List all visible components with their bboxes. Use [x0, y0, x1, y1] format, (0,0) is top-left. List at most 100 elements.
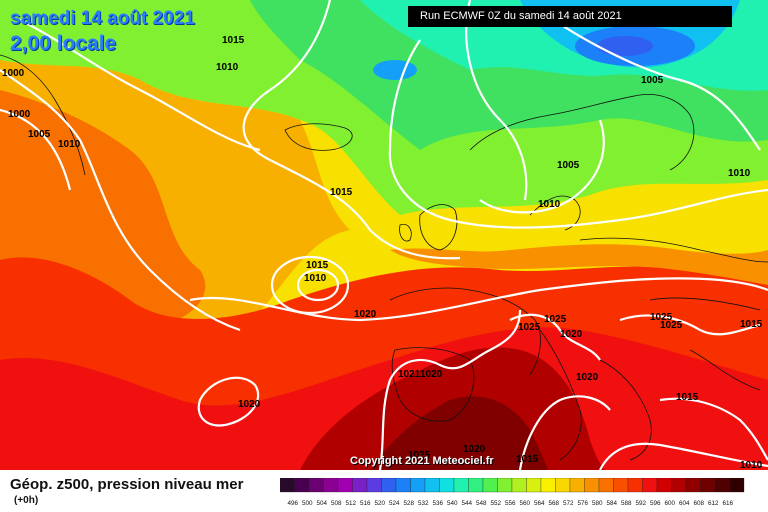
colorbar-tick-label: 504	[317, 500, 328, 507]
colorbar-swatch	[308, 478, 324, 493]
colorbar-swatch	[482, 478, 498, 493]
colorbar-swatch	[685, 478, 701, 493]
colorbar-swatch	[395, 478, 411, 493]
colorbar-swatch	[598, 478, 614, 493]
colorbar-tick-label: 592	[636, 500, 647, 507]
colorbar-swatch	[424, 478, 440, 493]
colorbar-tick-label: 496	[288, 500, 299, 507]
colorbar-tick-label: 512	[346, 500, 357, 507]
geopotential-map: 1015 1010 1000 1000 1005 1010 1015 1015 …	[0, 0, 768, 470]
colorbar-swatch	[323, 478, 339, 493]
isobar-label: 1025	[518, 322, 541, 333]
colorbar-tick-label: 516	[360, 500, 371, 507]
colorbar-tick-label: 560	[520, 500, 531, 507]
isobar-label: 1015	[676, 392, 699, 403]
colorbar-swatch	[627, 478, 643, 493]
colorbar-swatch	[410, 478, 426, 493]
colorbar-tick-label: 524	[389, 500, 400, 507]
colorbar-labels: 496 500 504 508 512 516 520 524 528 532 536 540 544 5…	[288, 500, 734, 507]
isobar-label: 1020	[576, 372, 599, 383]
colorbar-swatch	[468, 478, 484, 493]
colorbar-tick-label: 528	[404, 500, 415, 507]
isobar-label: 1025	[544, 314, 567, 325]
colorbar-tick-label: 616	[723, 500, 734, 507]
coastlines	[0, 54, 768, 461]
colorbar-tick-label: 540	[447, 500, 458, 507]
colorbar-tick-label: 520	[375, 500, 386, 507]
colorbar-tick-label: 612	[708, 500, 719, 507]
colorbar-swatch	[700, 478, 716, 493]
colorbar-tick-label: 600	[665, 500, 676, 507]
colorbar-tick-label: 532	[418, 500, 429, 507]
isobar-label: 1015	[330, 187, 353, 198]
isobar-label: 1010	[728, 168, 751, 179]
colorbar-legend: 496 500 504 508 512 516 520 524 528 532 536 540 544 5…	[280, 478, 745, 507]
colorbar-tick-label: 552	[491, 500, 502, 507]
colorbar-swatch	[613, 478, 629, 493]
isobar-label: 1010	[740, 460, 763, 470]
colorbar-tick-label: 564	[534, 500, 545, 507]
isobar-label: 1000	[2, 68, 25, 79]
colorbar-tick-label: 588	[621, 500, 632, 507]
isobar-label: 1000	[8, 109, 31, 120]
product-title: Géop. z500, pression niveau mer	[10, 476, 244, 493]
colorbar-tick-label: 584	[607, 500, 618, 507]
isobar-label: 1020	[420, 369, 443, 380]
map-date-title: samedi 14 août 2021	[10, 8, 195, 29]
isobar-label: 1010	[216, 62, 239, 73]
isobar-label: 1020	[354, 309, 377, 320]
isobar-label: 1025	[650, 312, 673, 323]
isobar-label: 1025	[408, 450, 431, 461]
colorbar-swatch	[366, 478, 382, 493]
colorbar-swatch	[511, 478, 527, 493]
isobar-label: 1015	[306, 260, 329, 271]
colorbar-tick-label: 608	[694, 500, 705, 507]
colorbar-swatch	[497, 478, 513, 493]
colorbar-tick-label: 544	[462, 500, 473, 507]
colorbar-tick-label: 568	[549, 500, 560, 507]
colorbar-swatch	[453, 478, 469, 493]
colorbar-tick-label: 576	[578, 500, 589, 507]
colorbar-tick-label: 596	[650, 500, 661, 507]
colorbar-swatch	[439, 478, 455, 493]
isobar-label: 1020	[560, 329, 583, 340]
colorbar-swatch	[526, 478, 542, 493]
lead-time-label: (+0h)	[14, 495, 39, 506]
map-time-title: 2,00 locale	[10, 32, 117, 55]
isobar-label: 1010	[304, 273, 327, 284]
isobar-label: 1015	[740, 319, 763, 330]
isobar-label: 1015	[222, 35, 245, 46]
colorbar-swatch	[714, 478, 730, 493]
colorbar-swatch	[656, 478, 672, 493]
colorbar-swatch	[294, 478, 310, 493]
isobar-label: 1010	[58, 139, 81, 150]
colorbar-tick-label: 536	[433, 500, 444, 507]
colorbar-swatch	[555, 478, 571, 493]
colorbar-swatches	[280, 478, 745, 493]
colorbar-swatch	[671, 478, 687, 493]
colorbar-swatch	[337, 478, 353, 493]
isobar-labels: 1015 1010 1000 1000 1005 1010 1015 1015 …	[2, 35, 763, 470]
colorbar-swatch	[381, 478, 397, 493]
copyright-text: Copyright 2021 Meteociel.fr	[350, 455, 494, 467]
colorbar-swatch	[584, 478, 600, 493]
colorbar-tick-label: 508	[331, 500, 342, 507]
colorbar-swatch	[540, 478, 556, 493]
isobar-label: 1025	[660, 320, 683, 331]
colorbar-tick-label: 580	[592, 500, 603, 507]
isobar-label: 1005	[641, 75, 664, 86]
isobars	[0, 0, 768, 470]
isobar-label: 1015	[516, 454, 539, 465]
geopotential-fill	[0, 0, 768, 470]
run-info-banner: Run ECMWF 0Z du samedi 14 août 2021	[408, 6, 732, 27]
isobar-label: 1005	[28, 129, 51, 140]
colorbar-swatch	[569, 478, 585, 493]
isobar-label: 1005	[557, 160, 580, 171]
colorbar-swatch	[642, 478, 658, 493]
colorbar-tick-label: 572	[563, 500, 574, 507]
colorbar-tick-label: 556	[505, 500, 516, 507]
colorbar-swatch	[352, 478, 368, 493]
colorbar-tick-label: 500	[302, 500, 313, 507]
isobar-label: 1020	[238, 399, 261, 410]
